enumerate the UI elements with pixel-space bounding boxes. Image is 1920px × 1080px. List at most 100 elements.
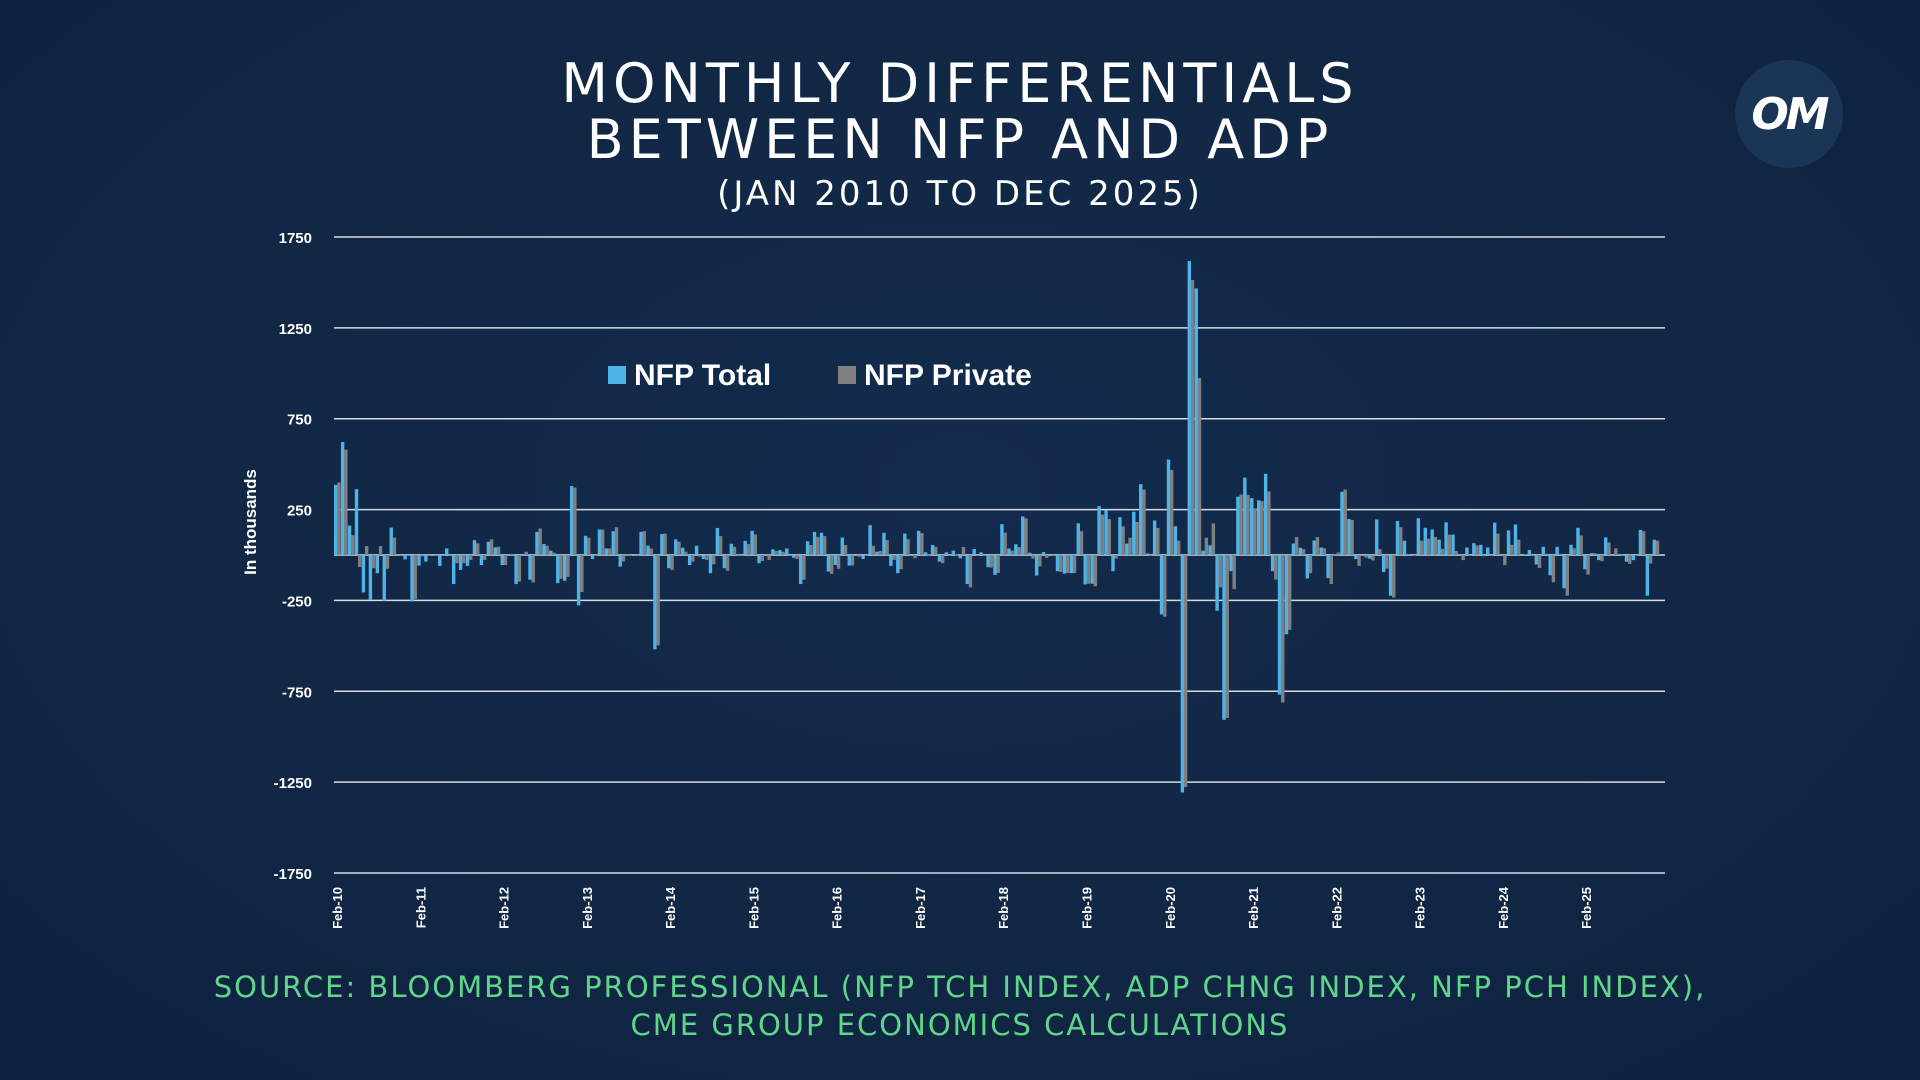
bar-nfp-private <box>1399 527 1403 555</box>
source-line-2: CME GROUP ECONOMICS CALCULATIONS <box>630 1008 1290 1042</box>
bar-nfp-total <box>1569 544 1573 555</box>
bar-nfp-private <box>1537 555 1542 568</box>
bar-nfp-total <box>681 547 685 555</box>
bar-nfp-total <box>1395 521 1400 555</box>
bar-nfp-total <box>458 555 463 570</box>
bar-nfp-total <box>556 555 560 584</box>
bar-nfp-total <box>1548 555 1552 576</box>
bar-nfp-total <box>868 525 872 555</box>
bar-nfp-total <box>1132 511 1136 555</box>
bar-nfp-private <box>767 555 771 560</box>
bar-nfp-total <box>1034 555 1039 576</box>
x-tick-label: Feb-18 <box>996 887 1011 929</box>
bar-nfp-private <box>1260 501 1264 555</box>
bar-nfp-private <box>1371 555 1375 561</box>
bar-nfp-total <box>1534 555 1539 565</box>
bar-nfp-private <box>899 555 903 570</box>
bar-nfp-total <box>715 527 720 555</box>
bar-nfp-total <box>674 539 678 555</box>
bar-nfp-private <box>1551 555 1556 583</box>
bar-nfp-total <box>604 548 609 555</box>
bar-nfp-private <box>1024 518 1028 555</box>
bar-nfp-total <box>764 554 768 556</box>
bar-nfp-total <box>1007 548 1011 555</box>
bar-nfp-private <box>1558 553 1563 555</box>
bar-nfp-private <box>1405 554 1410 556</box>
bar-nfp-private <box>843 545 848 555</box>
bar-nfp-private <box>1301 549 1306 555</box>
bar-nfp-total <box>1152 520 1157 555</box>
bar-nfp-private <box>1475 545 1479 555</box>
bar-nfp-total <box>1263 473 1268 555</box>
bar-nfp-private <box>545 545 549 555</box>
bar-nfp-total <box>1465 547 1469 555</box>
bar-nfp-total <box>1604 537 1608 555</box>
bar-nfp-private <box>1621 555 1625 556</box>
bar-nfp-total <box>1479 544 1483 555</box>
bar-nfp-private <box>989 555 993 568</box>
bar-nfp-total <box>1472 543 1476 555</box>
bar-nfp-total <box>819 532 824 555</box>
bar-nfp-total <box>347 525 352 555</box>
bar-nfp-private <box>1239 494 1243 555</box>
bar-nfp-total <box>334 484 338 555</box>
bar-nfp-total <box>438 555 442 566</box>
bar-nfp-total <box>1305 555 1309 579</box>
bar-nfp-private <box>434 555 438 556</box>
bar-nfp-private <box>1176 540 1181 555</box>
bar-nfp-total <box>1069 555 1074 574</box>
bar-nfp-private <box>378 546 383 555</box>
bar-nfp-private <box>725 555 730 571</box>
bar-nfp-private <box>829 555 834 574</box>
bar-nfp-private <box>1065 555 1070 573</box>
bar-nfp-total <box>951 550 956 555</box>
bar-nfp-private <box>982 555 987 556</box>
bar-nfp-total <box>625 554 629 556</box>
bar-nfp-total <box>1028 552 1032 555</box>
bar-nfp-total <box>653 555 657 650</box>
bar-nfp-total <box>812 531 817 555</box>
bar-nfp-private <box>399 555 404 556</box>
bar-nfp-total <box>1076 523 1080 555</box>
bar-nfp-total <box>514 555 518 585</box>
bar-nfp-total <box>1590 553 1594 555</box>
bar-nfp-private <box>1440 548 1445 555</box>
bar-nfp-total <box>1187 260 1192 555</box>
bar-nfp-private <box>607 548 612 555</box>
bar-nfp-total <box>1562 555 1566 589</box>
bar-nfp-total <box>396 554 400 556</box>
y-tick-label: -250 <box>282 593 312 610</box>
bar-nfp-total <box>1541 546 1545 555</box>
bar-nfp-total <box>1486 547 1490 555</box>
bar-nfp-total <box>1381 555 1386 573</box>
bar-nfp-private <box>469 555 473 560</box>
bar-nfp-private <box>614 527 619 555</box>
bar-nfp-private <box>1517 539 1521 555</box>
bar-nfp-total <box>1048 555 1053 556</box>
bar-nfp-private <box>1190 280 1195 555</box>
bar-nfp-total <box>639 531 643 555</box>
bar-nfp-private <box>1419 540 1424 555</box>
bar-nfp-private <box>968 555 973 588</box>
bar-nfp-private <box>670 555 674 570</box>
bar-nfp-private <box>774 551 778 555</box>
bar-nfp-private <box>364 546 369 555</box>
bar-nfp-private <box>580 555 584 593</box>
bar-nfp-private <box>816 536 820 555</box>
bar-nfp-total <box>1055 555 1060 572</box>
bar-nfp-total <box>1111 555 1115 572</box>
bar-nfp-total <box>354 489 359 555</box>
bar-nfp-private <box>1614 548 1618 555</box>
source-line-1: SOURCE: BLOOMBERG PROFESSIONAL (NFP TCH … <box>213 970 1707 1004</box>
bar-nfp-total <box>1319 547 1323 555</box>
bar-nfp-total <box>889 555 893 566</box>
bar-nfp-total <box>1527 549 1532 555</box>
bar-nfp-total <box>986 555 990 568</box>
bar-nfp-total <box>903 533 907 555</box>
bar-nfp-private <box>1378 549 1382 555</box>
bar-nfp-total <box>646 545 650 555</box>
bar-nfp-total <box>875 551 879 555</box>
bar-nfp-private <box>656 555 660 646</box>
bar-nfp-private <box>823 536 827 555</box>
bars <box>334 260 1660 793</box>
